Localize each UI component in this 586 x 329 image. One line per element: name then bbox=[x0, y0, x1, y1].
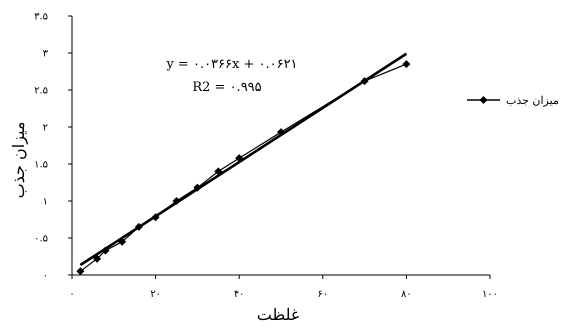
y-tick-label: ۲ bbox=[43, 123, 48, 134]
y-tick-label: ۰ bbox=[43, 271, 48, 282]
data-point bbox=[214, 167, 223, 176]
y-tick-label: ۳ bbox=[43, 49, 49, 60]
data-series bbox=[76, 60, 411, 276]
y-tick-label: ۳.۵ bbox=[34, 12, 48, 23]
legend: میزان جذب bbox=[467, 94, 559, 107]
data-point bbox=[93, 254, 102, 263]
x-tick-label: ۶۰ bbox=[317, 289, 328, 300]
axes bbox=[71, 16, 490, 276]
data-point bbox=[151, 213, 160, 222]
y-tick-label: ۱ bbox=[43, 197, 48, 208]
trendline-equation: y = ۰.۰۳۶۶x + ۰.۰۶۲۱ bbox=[165, 57, 297, 72]
data-point bbox=[101, 246, 110, 255]
x-axis-title: غلظت bbox=[257, 305, 300, 324]
trendline-r2: R2 = ۰.۹۹۵ bbox=[192, 80, 261, 95]
legend-marker bbox=[479, 96, 488, 104]
data-point bbox=[193, 183, 202, 192]
x-ticks: ۰ ۲۰ ۴۰ ۶۰ ۸۰ ۱۰۰ bbox=[69, 275, 498, 300]
data-point bbox=[277, 128, 285, 137]
y-tick-label: ۱.۵ bbox=[34, 160, 48, 171]
data-point bbox=[235, 154, 244, 163]
data-point bbox=[360, 77, 369, 86]
y-tick-label: ۲.۵ bbox=[34, 86, 48, 97]
data-point bbox=[134, 222, 143, 231]
x-tick-label: ۸۰ bbox=[401, 289, 412, 300]
data-point bbox=[402, 60, 411, 69]
x-tick-label: ۰ bbox=[69, 289, 74, 300]
y-axis-title: میزان جذب bbox=[9, 122, 28, 199]
y-tick-label: ۰.۵ bbox=[34, 234, 48, 245]
x-tick-label: ۱۰۰ bbox=[482, 289, 498, 300]
x-tick-label: ۴۰ bbox=[234, 289, 245, 300]
data-point bbox=[172, 197, 181, 205]
y-ticks: ۰ ۰.۵ ۱ ۱.۵ ۲ ۲.۵ ۳ ۳.۵ bbox=[34, 12, 72, 282]
x-tick-label: ۲۰ bbox=[150, 289, 161, 300]
series-line bbox=[79, 63, 407, 272]
legend-label: میزان جذب bbox=[506, 94, 559, 107]
data-point bbox=[118, 237, 127, 246]
data-point bbox=[76, 267, 85, 276]
